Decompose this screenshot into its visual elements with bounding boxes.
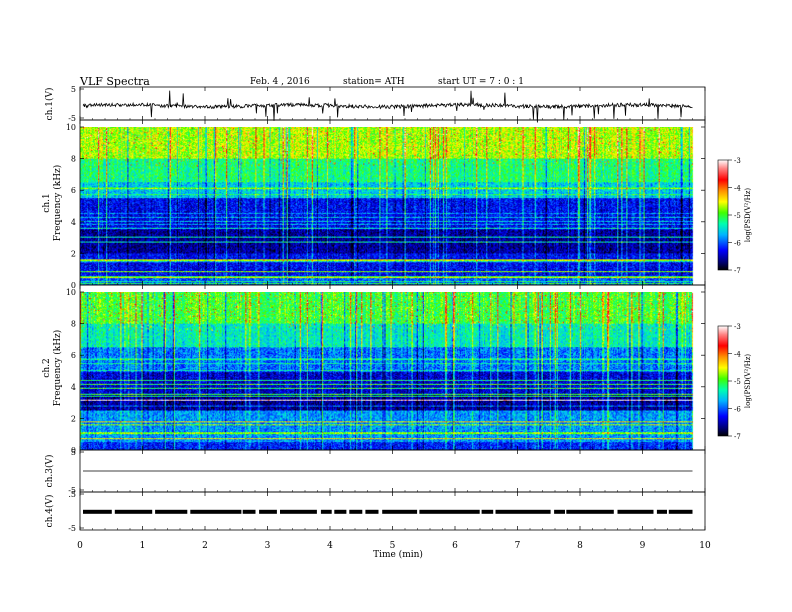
y-tick-label: 2 [71,249,76,258]
spectrogram-ch1 [80,127,705,285]
waveform-ch1-trace [82,90,693,123]
waveform-ch4-segment [83,509,112,514]
ylabel-ch2-channel: ch.2 [42,358,52,377]
colorbar-tick-label: -7 [734,433,741,441]
y-tick-label: 4 [71,218,76,227]
waveform-ch4-segment [382,509,418,514]
x-tick-label: 10 [699,541,711,551]
waveform-ch4-segment [668,509,693,514]
colorbar-ch1-scale [717,159,729,271]
x-tick-label: 5 [390,541,396,551]
y-tick-label: 0 [71,281,76,290]
waveform-ch4-trace [83,509,693,514]
colorbar-tick-label: -5 [734,378,741,386]
waveform-ch4-segment [419,509,480,514]
y-tick-label: 0 [71,446,76,455]
x-axis-ticks: 0 1 2 3 4 5 6 7 8 9 10 [77,87,711,551]
waveform-ch4-segment [554,509,565,514]
x-tick-label: 9 [640,541,646,551]
x-axis-label: Time (min) [373,549,423,560]
y-tick-label: .5 [68,490,76,499]
waveform-ch4-segment [242,509,256,514]
y-tick-label: 6 [71,186,76,195]
x-tick-label: 8 [577,541,583,551]
ylabel-ch2-frequency: Frequency (kHz) [52,330,63,407]
waveform-ch4-segment [280,509,317,514]
figure-title: VLF Spectra [79,75,150,88]
y-tick-label: -5 [68,486,76,495]
x-tick-label: 2 [202,541,208,551]
waveform-ch4-segment [320,509,332,514]
x-tick-label: 3 [265,541,271,551]
colorbar-tick-label: -4 [734,185,741,193]
y-tick-label: 10 [66,288,76,297]
date-label: Feb. 4 , 2016 [250,77,310,87]
waveform-ch4-segment [656,509,667,514]
x-tick-label: 4 [327,541,333,551]
ylabel-ch1-frequency: Frequency (kHz) [52,165,63,242]
colorbar-ch1-label: log(PSD(V²/Hz) [744,188,752,243]
colorbar-tick-label: -4 [734,351,741,359]
y-tick-label: -5 [68,524,76,533]
x-tick-label: 1 [140,541,146,551]
x-tick-label: 0 [77,541,83,551]
ylabel-ch1-channel: ch.1 [42,193,52,212]
y-tick-label: -5 [68,114,76,123]
ylabel-ch3-waveform: ch.3(V) [44,455,55,488]
waveform-ch4-segment [365,509,379,514]
waveform-ch4-segment [190,509,242,514]
waveform-ch4-segment [259,509,277,514]
x-tick-label: 6 [452,541,458,551]
spectrogram-ch1-image [80,127,705,285]
spectrogram-ch2 [80,292,705,450]
y-tick-label: 5 [71,85,76,94]
start-time-label: start UT = 7 : 0 : 1 [438,77,524,87]
waveform-ch4-segment [481,509,494,514]
waveform-ch4-segment [155,509,188,514]
colorbar-tick-label: -6 [734,240,741,248]
y-tick-label: 4 [71,383,76,392]
station-label: station= ATH [343,77,405,87]
x-tick-label: 7 [515,541,521,551]
colorbar-ch2-label: log(PSD(V²/Hz) [744,354,752,409]
y-tick-label: 10 [66,123,76,132]
waveform-ch4-segment [566,509,614,514]
y-tick-label: 2 [71,414,76,423]
waveform-ch4-segment [114,509,153,514]
y-tick-label: 6 [71,351,76,360]
waveform-ch4-segment [495,509,551,514]
colorbar-tick-label: -3 [734,323,741,331]
colorbar-tick-label: -7 [734,267,741,275]
panel-frame-ch1-waveform [79,86,706,121]
waveform-ch4-segment [334,509,347,514]
colorbar-tick-label: -6 [734,406,741,414]
ylabel-ch4-waveform: ch.4(V) [44,495,55,528]
colorbar-ch2-scale [717,325,729,437]
colorbar-tick-label: -3 [734,157,741,165]
spectrogram-ch2-image [80,292,705,450]
waveform-ch4-segment [617,509,654,514]
y-tick-label: 8 [71,155,76,164]
colorbar-tick-label: -5 [734,212,741,220]
y-tick-label: 8 [71,320,76,329]
y-tick-label: 5 [71,448,76,457]
waveform-ch4-segment [349,509,363,514]
ylabel-ch1-waveform: ch.1(V) [44,88,55,121]
colorbar-ticks: -3 -4 -5 -6 -7 -3 -4 -5 -6 -7 [728,157,741,441]
